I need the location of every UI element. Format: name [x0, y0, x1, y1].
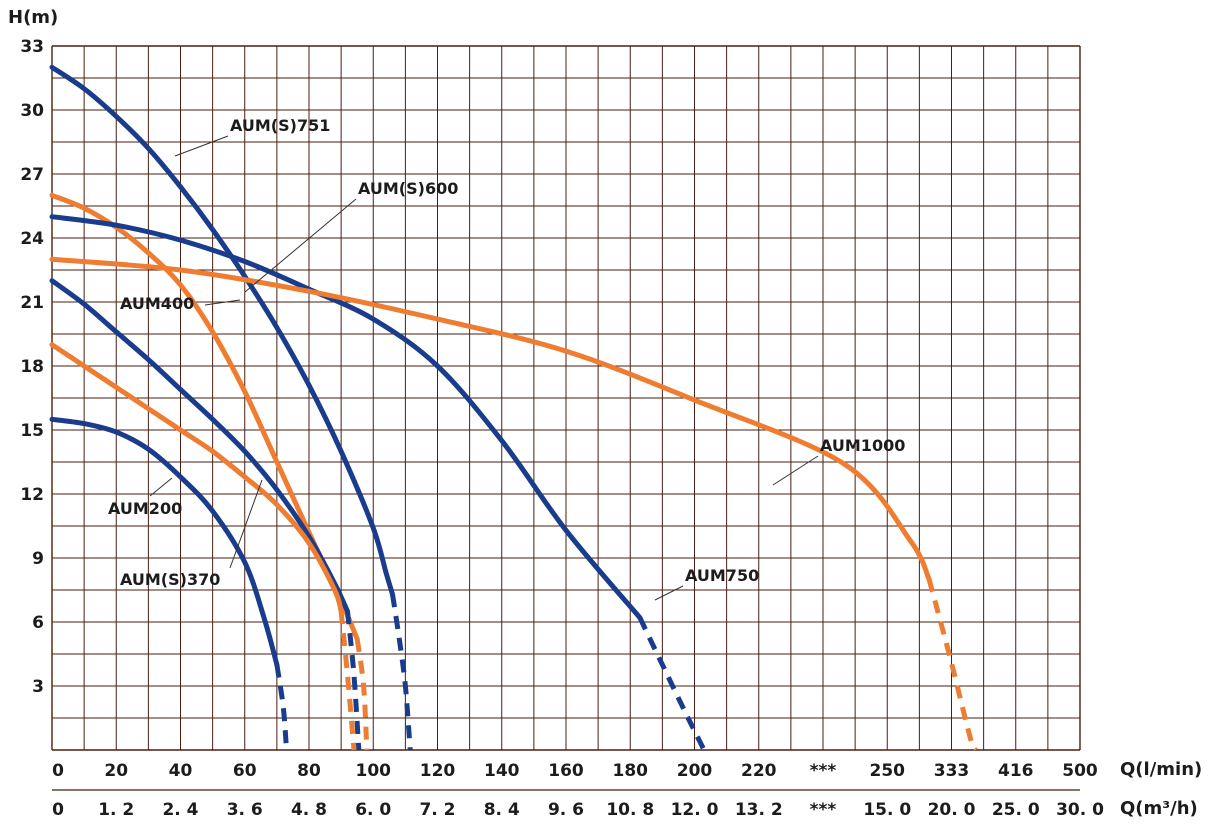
x-primary-tick-label: 333	[934, 761, 970, 781]
label-aum-1000: AUM1000	[820, 436, 905, 455]
x-secondary-tick-label: 20. 0	[928, 800, 976, 820]
x-primary-tick-label: 416	[998, 761, 1034, 781]
curve-aum750	[49, 214, 643, 621]
leader-line	[654, 585, 684, 601]
curve-dashed-aum200	[274, 664, 289, 751]
curve-dashed-aum750	[637, 616, 707, 752]
curve-aum-s-370	[49, 342, 344, 614]
y-tick-label: 12	[20, 485, 44, 505]
x-primary-tick-label: 40	[169, 761, 193, 781]
y-tick-label: 18	[20, 357, 44, 377]
grid	[51, 45, 1081, 791]
x-secondary-tick-label: 12. 0	[671, 800, 719, 820]
x-primary-tick-label: 200	[677, 761, 713, 781]
x-secondary-tick-label: 6. 0	[355, 800, 391, 820]
x-primary-tick-label: 120	[420, 761, 456, 781]
curve-dashed-aum-s-600	[354, 638, 370, 751]
x-primary-tick-label: 500	[1062, 761, 1098, 781]
x-secondary-tick-label: 8. 4	[484, 800, 520, 820]
curve-dashed-aum1000	[926, 578, 978, 752]
curve-aum1000	[49, 256, 932, 582]
curve-dashed-aum400	[345, 611, 362, 751]
curve-aum400	[49, 278, 350, 614]
x-primary-tick-label: 80	[297, 761, 321, 781]
x-primary-tick-label: 160	[548, 761, 584, 781]
x-primary-tick-label: 220	[741, 761, 777, 781]
x-primary-tick-label: 180	[613, 761, 649, 781]
x-axis-primary-title: Q(l/min)	[1120, 759, 1202, 780]
label-aum-s-600: AUM(S)600	[358, 179, 458, 198]
y-tick-label: 27	[20, 165, 44, 185]
x-secondary-tick-label: 25. 0	[992, 800, 1040, 820]
y-tick-label: 24	[20, 229, 44, 249]
curve-aum200	[49, 416, 280, 668]
label-aum-200: AUM200	[108, 499, 182, 518]
y-tick-label: 33	[20, 37, 44, 57]
x-secondary-tick-label: 15. 0	[863, 800, 911, 820]
leader-line	[174, 135, 229, 157]
label-leader-lines	[149, 135, 819, 601]
label-aum-400: AUM400	[120, 294, 194, 313]
x-secondary-tick-label: 0	[52, 800, 64, 820]
x-secondary-tick-label: 1. 2	[98, 800, 134, 820]
label-aum-s-370: AUM(S)370	[120, 570, 220, 589]
curve-dashed-aum-s-370	[338, 611, 357, 751]
x-primary-tick-label: 100	[356, 761, 392, 781]
x-axis-secondary-title: Q(m³/h)	[1120, 798, 1198, 819]
leader-line	[149, 477, 173, 497]
x-secondary-tick-label: 3. 6	[227, 800, 263, 820]
x-secondary-tick-label: 13. 2	[735, 800, 783, 820]
label-aum-s-751: AUM(S)751	[230, 116, 330, 135]
y-tick-label: 9	[32, 549, 44, 569]
x-secondary-tick-label: 10. 8	[606, 800, 654, 820]
curve-dashed-aum-s-751	[390, 593, 413, 751]
y-tick-label: 30	[20, 101, 44, 121]
leader-line	[229, 479, 263, 569]
x-primary-tick-label: 140	[484, 761, 520, 781]
x-primary-tick-label: 250	[870, 761, 906, 781]
leader-line	[772, 455, 819, 486]
x-primary-tick-label: 0	[52, 761, 64, 781]
leader-line	[244, 198, 357, 293]
x-primary-tick-label: ***	[810, 761, 837, 781]
y-tick-label: 6	[32, 613, 44, 633]
x-secondary-tick-label: 7. 2	[419, 800, 455, 820]
y-tick-label: 21	[20, 293, 44, 313]
series-layer	[49, 64, 978, 752]
x-primary-tick-label: 60	[233, 761, 257, 781]
x-secondary-tick-label: ***	[810, 800, 837, 820]
x-secondary-tick-label: 9. 6	[548, 800, 584, 820]
y-tick-label: 3	[32, 677, 44, 697]
y-tick-label: 15	[20, 421, 44, 441]
y-axis-title: H(m)	[8, 7, 58, 28]
x-secondary-tick-label: 4. 8	[291, 800, 327, 820]
x-secondary-tick-label: 30. 0	[1056, 800, 1104, 820]
label-aum-750: AUM750	[685, 566, 759, 585]
x-secondary-tick-label: 2. 4	[162, 800, 198, 820]
leader-line	[204, 299, 241, 306]
x-primary-tick-label: 20	[104, 761, 128, 781]
